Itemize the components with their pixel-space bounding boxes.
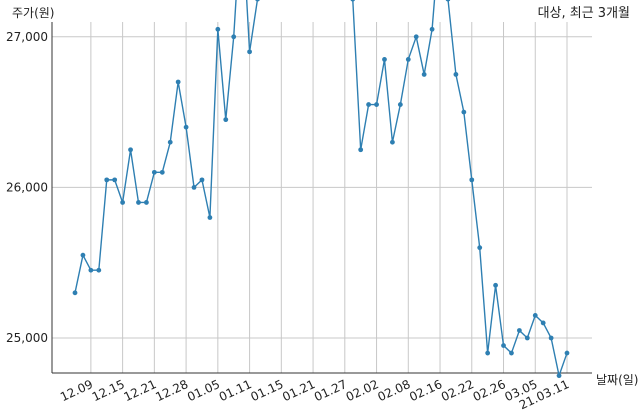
data-point [413,34,419,40]
data-point [485,350,491,356]
data-point [524,335,530,341]
data-point [493,282,498,288]
data-point [556,373,562,379]
data-point [223,117,229,123]
data-point [374,102,379,107]
data-point [501,343,506,348]
data-point [88,267,94,273]
axes [51,22,592,374]
data-point [120,200,126,205]
data-point [366,102,372,107]
x-axis-title: 날짜(일) [596,373,638,387]
data-point [421,72,427,77]
data-point [136,200,141,205]
data-point [429,26,435,32]
data-point [548,335,554,341]
data-point [477,245,483,251]
data-point [80,252,86,258]
data-point [461,109,467,115]
data-point [382,56,387,62]
x-tick-labels: 12.0912.1512.2112.2801.0501.1101.1501.21… [58,377,571,412]
data-point [128,147,133,153]
data-point [509,350,514,356]
data-point [247,49,252,55]
data-point [397,102,403,107]
y-tick-label: 27,000 [6,30,48,44]
data-point [72,290,78,296]
y-axis-title: 주가(원) [12,6,54,20]
data-point [199,177,205,183]
data-point [183,124,189,130]
data-point [144,200,149,205]
data-point [564,350,570,356]
data-point [112,177,118,183]
data-point [358,147,364,153]
data-point [532,313,538,318]
data-point [167,139,173,145]
data-point [191,185,197,190]
data-point [255,0,260,2]
data-point [151,169,157,175]
chart-title: 대상, 최근 3개월 [538,6,630,21]
data-point [390,139,395,145]
data-point [453,72,459,77]
data-point [231,34,237,40]
data-point [350,0,355,2]
data-point [540,320,546,326]
y-tick-label: 26,000 [6,180,48,194]
data-point [207,215,213,220]
data-point [445,0,451,2]
data-point [159,169,165,175]
data-point [96,267,102,273]
price-series-line [74,0,568,379]
data-point [469,177,475,183]
data-point [516,328,522,333]
y-tick-label: 25,000 [6,331,48,345]
grid-lines [52,22,592,373]
data-point [405,56,411,62]
data-point [215,26,221,32]
price-data-points [72,0,570,379]
data-point [104,177,110,183]
data-point [175,79,181,85]
